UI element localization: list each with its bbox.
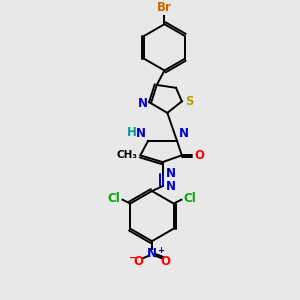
Text: Cl: Cl: [183, 192, 196, 205]
Text: O: O: [134, 255, 143, 268]
Text: CH₃: CH₃: [116, 150, 137, 160]
Text: N: N: [147, 247, 157, 260]
Text: O: O: [160, 255, 170, 268]
Text: Br: Br: [157, 1, 172, 13]
Text: N: N: [138, 97, 148, 110]
Text: S: S: [185, 95, 193, 108]
Text: +: +: [157, 246, 164, 255]
Text: N: N: [179, 127, 189, 140]
Text: N: N: [165, 167, 176, 180]
Text: Cl: Cl: [108, 192, 121, 205]
Text: N: N: [136, 127, 146, 140]
Text: N: N: [165, 180, 176, 193]
Text: −: −: [129, 253, 137, 262]
Text: H: H: [127, 126, 136, 139]
Text: O: O: [194, 149, 204, 162]
